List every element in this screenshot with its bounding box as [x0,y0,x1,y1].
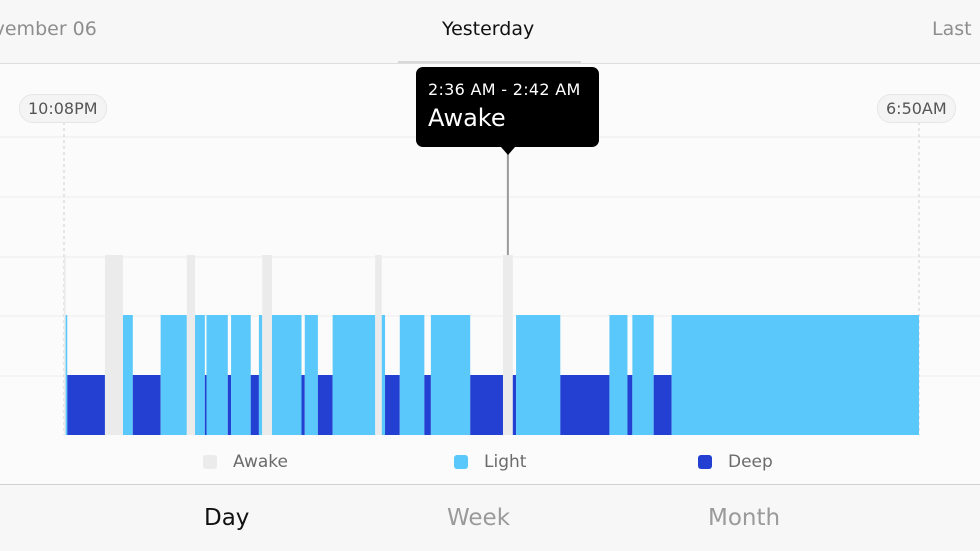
tooltip-stage: Awake [428,104,506,132]
sleep-chart[interactable]: 10:08PM 6:50AM 2:36 AM - 2:42 AM Awake A… [0,64,980,484]
selection-indicator [502,152,513,435]
sleep-segment-awake[interactable] [262,255,273,435]
light-swatch [454,455,468,469]
sleep-segment-light[interactable] [430,315,471,435]
deep-swatch [698,455,712,469]
sleep-segment-deep[interactable] [627,375,633,435]
sleep-segment-light[interactable] [381,315,386,435]
sleep-segment-deep[interactable] [385,375,400,435]
sleep-segment-light[interactable] [609,315,628,435]
sleep-segment-light[interactable] [632,315,654,435]
sleep-segment-deep[interactable] [653,375,672,435]
tab-week[interactable]: Week [447,505,511,531]
sleep-segment-light[interactable] [65,315,68,435]
end-time-label: 6:50AM [877,94,956,123]
sleep-segment-deep[interactable] [250,375,259,435]
sleep-segment-light[interactable] [258,315,263,435]
tooltip-time-range: 2:36 AM - 2:42 AM [428,80,581,99]
period-tab-bar: Day Week Month [0,484,980,551]
sleep-segment-awake[interactable] [186,255,196,435]
tab-day[interactable]: Day [204,505,250,531]
sleep-segment-awake[interactable] [64,255,66,435]
legend-item-light: Light [454,452,526,472]
sleep-segment-light[interactable] [304,315,318,435]
segment-tooltip: 2:36 AM - 2:42 AM Awake [416,67,599,155]
awake-swatch [203,455,217,469]
sleep-segment-deep[interactable] [560,375,610,435]
sleep-segment-light[interactable] [160,315,187,435]
date-navigation-bar: ovember 06 Yesterday Last [0,0,980,64]
legend-label: Awake [233,452,288,472]
legend-item-awake: Awake [203,452,288,472]
sleep-segment-deep[interactable] [67,375,105,435]
start-time-label: 10:08PM [19,94,107,123]
sleep-segment-deep[interactable] [132,375,161,435]
sleep-segment-awake[interactable] [104,255,123,435]
sleep-segment-light[interactable] [272,315,302,435]
sleep-segment-light[interactable] [516,315,561,435]
sleep-segment-light[interactable] [332,315,376,435]
sleep-segment-light[interactable] [399,315,425,435]
previous-date[interactable]: ovember 06 [0,18,97,40]
legend-label: Light [484,452,527,472]
sleep-segment-light[interactable] [195,315,205,435]
tab-month[interactable]: Month [708,505,781,531]
sleep-segment-deep[interactable] [227,375,232,435]
current-date: Yesterday [442,18,535,40]
legend-label: Deep [728,452,773,472]
sleep-segment-deep[interactable] [301,375,305,435]
sleep-segment-light[interactable] [231,315,251,435]
sleep-segment-deep[interactable] [424,375,431,435]
next-date[interactable]: Last [932,18,972,40]
legend-item-deep: Deep [698,452,773,472]
current-date-indicator [398,61,581,63]
sleep-segment-light[interactable] [671,315,919,435]
sleep-segment-light[interactable] [206,315,228,435]
sleep-segment-deep[interactable] [317,375,333,435]
sleep-stage-chart-svg[interactable] [0,64,980,484]
sleep-segment-light[interactable] [122,315,133,435]
selected-segment[interactable] [502,255,513,435]
sleep-segment-awake[interactable] [375,255,382,435]
sleep-segment-deep[interactable] [204,375,207,435]
sleep-segments[interactable] [64,255,919,435]
